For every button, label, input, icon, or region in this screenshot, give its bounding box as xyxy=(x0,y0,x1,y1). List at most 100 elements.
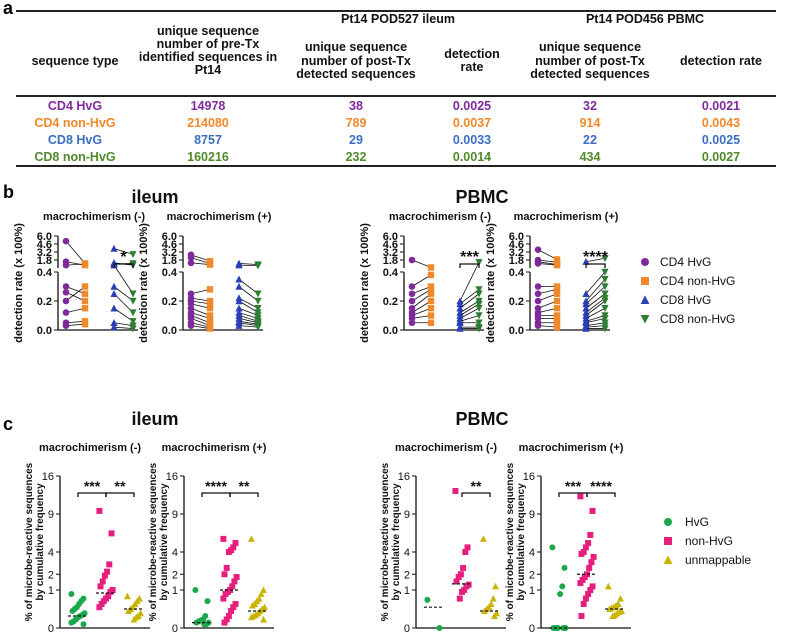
point-cd8-non-hvg xyxy=(254,290,262,298)
point-cd8-non-hvg xyxy=(254,297,262,305)
y-tick-label: 0.2 xyxy=(509,296,524,308)
significance-label: * xyxy=(120,249,127,266)
point-cd4-hvg xyxy=(408,283,416,290)
subplot-title: macrochimerism (-) xyxy=(395,442,497,454)
data-point-non-hvg xyxy=(221,619,228,626)
legend-label: CD4 HvG xyxy=(660,255,711,269)
point-cd4-hvg xyxy=(408,290,416,298)
point-cd4-non-hvg xyxy=(427,319,435,326)
y-tick-label: 0 xyxy=(404,623,410,635)
data-point-unmappable xyxy=(248,613,255,621)
point-cd8-hvg xyxy=(110,318,118,326)
point-cd4-non-hvg xyxy=(81,283,89,290)
data-point-non-hvg xyxy=(464,544,471,551)
table-cell-pb_r: 0.0025 xyxy=(701,132,741,147)
significance-bracket xyxy=(585,263,606,268)
panel-label-b: b xyxy=(3,182,14,202)
subplot-title: macrochimerism (-) xyxy=(43,211,145,223)
data-point-non-hvg xyxy=(232,600,239,607)
y-axis-label-line2: by cumulative frequency xyxy=(391,483,402,601)
data-point-non-hvg xyxy=(589,507,596,514)
y-tick-label: 4 xyxy=(529,547,535,559)
panel-label-c: c xyxy=(3,414,14,434)
point-cd8-non-hvg xyxy=(601,268,609,276)
data-point-non-hvg xyxy=(225,612,232,619)
point-cd8-non-hvg xyxy=(475,259,483,267)
legend-label: CD4 non-HvG xyxy=(660,274,735,288)
point-cd4-non-hvg xyxy=(81,305,89,312)
point-cd8-non-hvg xyxy=(601,276,609,284)
significance-label: **** xyxy=(205,478,227,494)
y-tick-label: 4.6 xyxy=(162,239,177,251)
point-cd8-non-hvg xyxy=(254,323,262,331)
significance-bracket xyxy=(461,492,491,497)
y-tick-label: 9 xyxy=(48,509,54,521)
data-point-unmappable xyxy=(606,605,613,612)
point-cd4-hvg xyxy=(62,322,70,329)
y-tick-label: 1 xyxy=(404,585,410,597)
data-point-unmappable xyxy=(130,615,138,623)
data-point-non-hvg xyxy=(223,564,230,571)
y-axis-label-line1: % of microbe-reactive sequences xyxy=(24,462,35,621)
table-cell-type: CD4 non-HvG xyxy=(34,115,116,130)
y-tick-label: 1 xyxy=(529,585,535,597)
y-tick-label: 6.0 xyxy=(162,231,177,243)
point-cd8-non-hvg xyxy=(129,297,137,305)
data-point-unmappable xyxy=(248,535,255,542)
table-cell-il_r: 0.0037 xyxy=(452,115,492,130)
y-tick-label: 2 xyxy=(529,569,535,581)
data-point-unmappable xyxy=(257,590,265,598)
significance-bracket xyxy=(459,263,480,268)
pair-line xyxy=(459,293,480,309)
significance-label: **** xyxy=(583,249,609,266)
point-cd4-hvg xyxy=(187,322,195,329)
pair-line xyxy=(585,278,606,302)
legend-label: CD8 non-HvG xyxy=(660,312,735,326)
point-cd8-non-hvg xyxy=(601,315,609,323)
pair-line xyxy=(238,325,259,328)
significance-bracket xyxy=(586,492,616,497)
table-row: CD8 HvG 8757 29 0.0033 22 0.0025 xyxy=(16,131,776,148)
pair-line xyxy=(585,307,606,319)
table-row: CD4 HvG 14978 38 0.0025 32 0.0021 xyxy=(16,96,776,114)
point-cd4-hvg xyxy=(534,297,542,305)
table-cell-il_r: 0.0014 xyxy=(430,148,514,168)
point-cd8-hvg xyxy=(110,289,118,297)
y-tick-label: 0.4 xyxy=(383,267,399,279)
y-tick-label: 0 xyxy=(529,623,535,635)
data-point-unmappable xyxy=(491,612,498,619)
data-point-non-hvg xyxy=(585,591,592,598)
data-point-unmappable xyxy=(480,535,487,542)
table-cell-pre: 8757 xyxy=(194,132,222,147)
y-axis-label: detection rate (x 100%) xyxy=(13,223,25,343)
y-tick-label: 1.8 xyxy=(37,255,52,267)
point-cd4-hvg xyxy=(62,297,70,305)
data-point-unmappable xyxy=(617,594,624,602)
point-cd4-non-hvg xyxy=(206,315,214,322)
table-cell-type: CD4 HvG xyxy=(47,98,103,113)
data-point-non-hvg xyxy=(230,604,237,611)
point-cd4-non-hvg xyxy=(427,312,435,319)
subplot-title: macrochimerism (-) xyxy=(389,211,491,223)
point-cd4-non-hvg xyxy=(553,286,561,293)
point-cd8-non-hvg xyxy=(601,290,609,298)
data-point-hvg xyxy=(549,544,556,551)
data-point-non-hvg xyxy=(578,550,585,557)
y-tick-label: 6.0 xyxy=(509,231,524,243)
data-point-non-hvg xyxy=(108,530,115,537)
table-row: CD4 non-HvG 214080 789 0.0037 914 0.0043 xyxy=(16,114,776,131)
subplot-title: macrochimerism (+) xyxy=(514,211,619,223)
table-cell-il_n: 29 xyxy=(349,132,363,147)
data-point-hvg xyxy=(193,619,200,626)
pair-line xyxy=(238,322,259,327)
pair-line xyxy=(585,257,606,263)
header-pbmc-group: Pt14 POD456 PBMC xyxy=(514,9,776,28)
data-point-non-hvg xyxy=(459,588,465,595)
table-cell-pb_r: 0.0021 xyxy=(701,98,741,113)
point-cd4-non-hvg xyxy=(206,286,214,293)
subplot-title: macrochimerism (+) xyxy=(162,442,267,454)
y-tick-label: 1.8 xyxy=(383,255,398,267)
significance-label: *** xyxy=(84,478,101,494)
y-axis-label-line1: % of microbe-reactive sequences xyxy=(505,462,516,621)
table-cell-pre: 160216 xyxy=(134,148,282,168)
